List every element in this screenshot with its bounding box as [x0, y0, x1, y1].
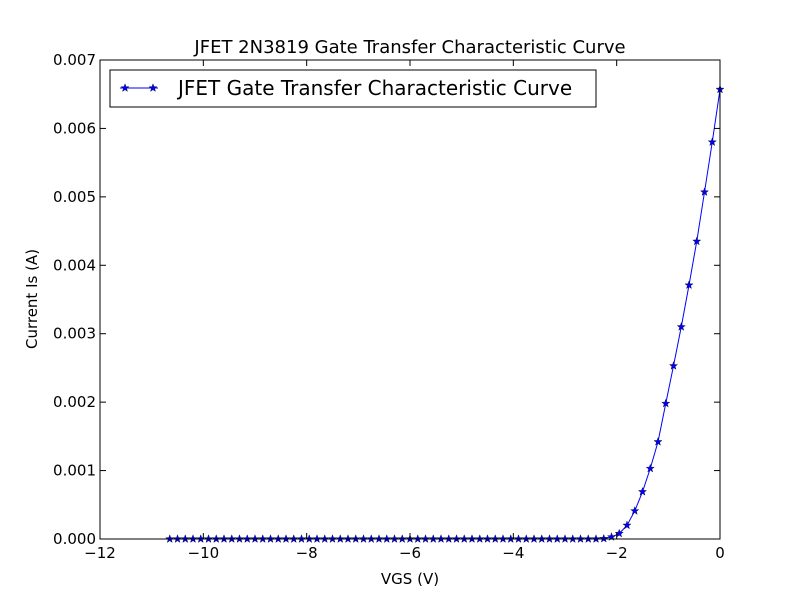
- y-tick-label: 0.000: [53, 530, 96, 548]
- y-tick-label: 0.004: [53, 256, 96, 274]
- legend-marker-star-icon: [148, 83, 158, 92]
- y-tick-label: 0.001: [53, 462, 96, 480]
- legend-label: JFET Gate Transfer Characteristic Curve: [176, 76, 572, 100]
- legend-box: [109, 69, 597, 108]
- data-point-star: [661, 398, 671, 408]
- y-tick-label: 0.003: [53, 325, 96, 343]
- x-tick-label: −8: [296, 544, 318, 562]
- chart-title: JFET 2N3819 Gate Transfer Characteristic…: [193, 37, 625, 58]
- y-tick-label: 0.007: [53, 51, 96, 69]
- x-tick-label: −10: [188, 544, 220, 562]
- data-point-star: [645, 463, 655, 473]
- y-axis-label: Current Is (A): [23, 249, 41, 349]
- data-point-star: [630, 506, 640, 515]
- data-point-star: [622, 520, 632, 530]
- x-tick-label: −6: [399, 544, 421, 562]
- data-point-star: [637, 486, 648, 496]
- y-tick-label: 0.002: [53, 393, 96, 411]
- x-axis: −12 −10 −8 −6 −4 −2 0: [84, 60, 725, 562]
- legend: JFET Gate Transfer Characteristic Curve: [109, 69, 597, 108]
- data-point-star: [599, 533, 609, 543]
- x-axis-label: VGS (V): [381, 570, 439, 588]
- x-tick-label: −12: [84, 544, 116, 562]
- data-point-star: [707, 137, 717, 146]
- data-point-star: [676, 322, 686, 331]
- data-point-star: [684, 280, 694, 290]
- x-tick-label: 0: [715, 544, 725, 562]
- data-point-star: [699, 187, 710, 196]
- data-point-star: [614, 528, 624, 538]
- x-tick-label: −2: [606, 544, 628, 562]
- legend-marker-star-icon: [120, 83, 130, 92]
- y-axis: 0.000 0.001 0.002 0.003 0.004 0.005 0.006 0.007: [53, 51, 720, 548]
- data-point-star: [668, 361, 679, 370]
- y-tick-label: 0.005: [53, 188, 96, 206]
- data-point-star: [653, 437, 663, 446]
- y-tick-label: 0.006: [53, 119, 96, 137]
- x-tick-label: −4: [502, 544, 524, 562]
- data-point-star: [692, 236, 702, 246]
